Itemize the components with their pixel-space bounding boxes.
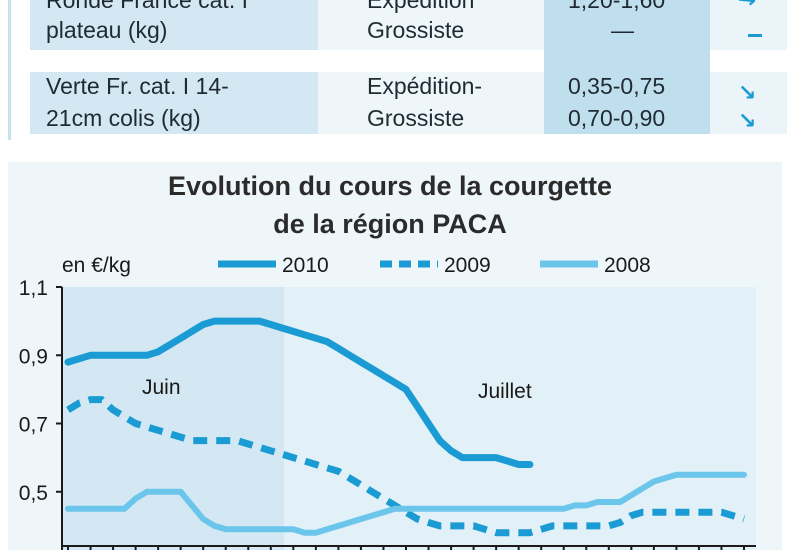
price-cell xyxy=(544,72,710,134)
price-range: — xyxy=(611,17,634,43)
stage-label: Grossiste xyxy=(367,17,465,43)
series-line-2008 xyxy=(65,471,747,536)
chart-labels: en €/kg 2010 2009 2008 Juin Juillet xyxy=(62,254,651,403)
chart-subtitle: de la région PACA xyxy=(273,209,507,239)
stage-label: Grossiste xyxy=(367,105,465,131)
month-label-juillet: Juillet xyxy=(478,380,532,403)
price-cell xyxy=(544,0,710,50)
product-unit: plateau (kg) xyxy=(46,17,168,43)
legend-label: 2010 xyxy=(282,254,329,277)
chart-title: Evolution du cours de la courgette xyxy=(167,171,613,201)
y-tick-label: 0,9 xyxy=(19,345,48,368)
plot-background xyxy=(62,287,756,550)
product-unit: 21cm colis (kg) xyxy=(46,105,201,131)
chart-series xyxy=(64,317,747,537)
trend-cell xyxy=(710,0,787,50)
series-line-2009 xyxy=(66,396,746,537)
y-tick-label: 0,7 xyxy=(19,414,48,437)
legend-label: 2008 xyxy=(604,254,651,277)
table-left-rule xyxy=(8,0,11,140)
y-unit-label: en €/kg xyxy=(62,254,131,277)
product-name: Ronde France cat. I xyxy=(46,0,248,13)
price-range: 0,70-0,90 xyxy=(568,105,666,131)
stage-cell xyxy=(318,72,544,134)
y-tick-label: 0,5 xyxy=(19,482,48,505)
trend-cell xyxy=(710,72,787,134)
stage-label: Expédition xyxy=(367,0,475,13)
price-range: 1,20-1,60 xyxy=(568,0,666,13)
down-arrow-icon: ↘ xyxy=(738,108,757,133)
price-table: Ronde France cat. I plateau (kg) Expédit… xyxy=(0,0,800,152)
price-column-band xyxy=(544,48,710,76)
price-range: 0,35-0,75 xyxy=(568,73,666,99)
month-label-juin: Juin xyxy=(142,376,181,399)
chart-axes: 1,10,90,70,50,3 xyxy=(19,277,756,550)
dash-icon xyxy=(748,34,762,37)
y-tick-label: 1,1 xyxy=(19,277,48,300)
series-line-2010 xyxy=(64,317,534,468)
stage-label: Expédition- xyxy=(367,73,483,99)
table-row xyxy=(30,72,787,134)
legend-label: 2009 xyxy=(444,254,491,277)
product-cell xyxy=(30,0,318,50)
product-name: Verte Fr. cat. I 14- xyxy=(46,73,229,99)
product-cell xyxy=(30,72,318,134)
stage-cell xyxy=(318,0,544,50)
down-arrow-icon: ↘ xyxy=(738,80,757,105)
table-row xyxy=(30,0,787,50)
